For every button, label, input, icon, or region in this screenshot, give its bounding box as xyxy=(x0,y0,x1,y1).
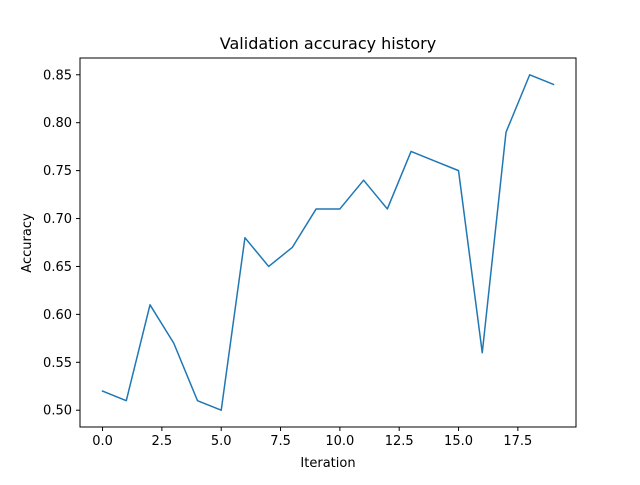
x-tick-label: 12.5 xyxy=(385,434,414,449)
chart-title: Validation accuracy history xyxy=(220,34,436,53)
x-tick-label: 17.5 xyxy=(503,434,532,449)
y-tick-label: 0.75 xyxy=(43,164,72,179)
series-layer xyxy=(101,74,555,411)
x-axis-ticks: 0.0 2.5 5.0 7.5 10.0 12.5 15.0 17.5 xyxy=(92,427,532,449)
y-tick-label: 0.80 xyxy=(43,116,72,131)
y-axis-label: Accuracy xyxy=(20,213,35,273)
y-tick-label: 0.70 xyxy=(43,212,72,227)
y-tick-label: 0.55 xyxy=(43,356,72,371)
x-tick-label: 7.5 xyxy=(270,434,291,449)
plot-frame xyxy=(79,57,577,428)
y-tick-label: 0.65 xyxy=(43,260,72,275)
x-axis-label: Iteration xyxy=(300,456,355,471)
y-tick-label: 0.85 xyxy=(43,68,72,83)
x-tick-label: 2.5 xyxy=(152,434,173,449)
x-tick-label: 15.0 xyxy=(444,434,473,449)
x-tick-label: 5.0 xyxy=(211,434,232,449)
x-tick-label: 0.0 xyxy=(92,434,113,449)
y-axis-ticks: 0.50 0.55 0.60 0.65 0.70 0.75 0.80 0.85 xyxy=(43,68,80,419)
series-line-1 xyxy=(101,74,555,411)
x-tick-label: 10.0 xyxy=(325,434,354,449)
y-tick-label: 0.60 xyxy=(43,308,72,323)
y-tick-label: 0.50 xyxy=(43,404,72,419)
